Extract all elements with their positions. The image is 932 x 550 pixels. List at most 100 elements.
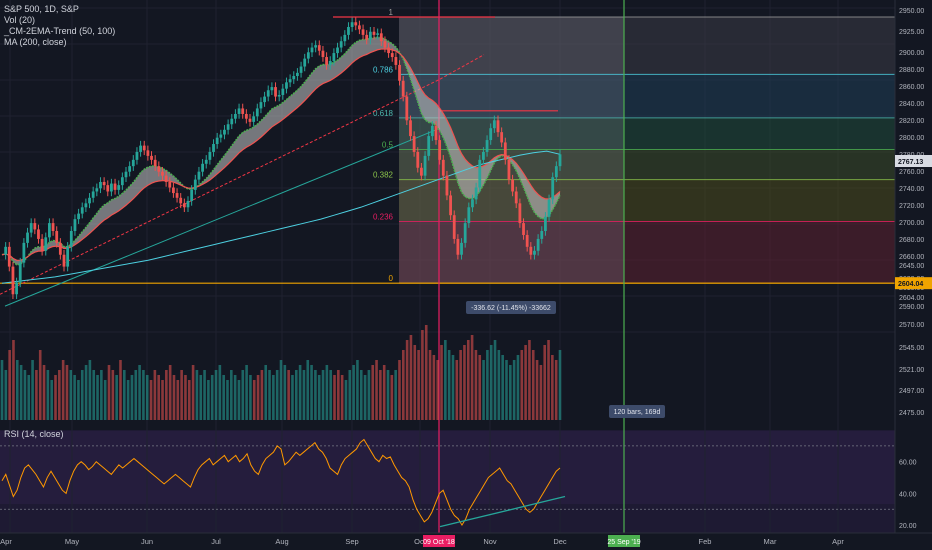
candle-body: [182, 203, 186, 208]
volume-bar: [149, 380, 153, 420]
candle-body: [456, 238, 460, 255]
volume-bar: [432, 355, 436, 420]
price-axis-tick: 2900.00: [899, 50, 924, 57]
price-axis-tick: 2760.00: [899, 169, 924, 176]
volume-bar: [283, 365, 287, 420]
candle-body: [306, 52, 310, 59]
candle-body: [40, 238, 44, 251]
volume-bar: [520, 350, 524, 420]
candle-body: [168, 181, 172, 188]
candle-body: [489, 128, 493, 141]
candle-body: [62, 254, 66, 267]
measure-box: [399, 16, 624, 284]
volume-bar: [447, 350, 451, 420]
symbol-title: S&P 500, 1D, S&P: [4, 4, 79, 14]
volume-bar: [344, 380, 348, 420]
fib-level-label: 0: [389, 274, 394, 283]
candle-body: [474, 187, 478, 200]
candle-body: [547, 199, 551, 217]
candle-body: [299, 66, 303, 73]
indicator-volume[interactable]: Vol (20): [4, 15, 36, 25]
candle-body: [179, 197, 183, 204]
candle-body: [161, 171, 164, 176]
volume-bar: [363, 375, 367, 420]
volume-bar: [558, 350, 562, 420]
candle-body: [350, 22, 354, 27]
volume-bar: [291, 375, 294, 420]
price-axis-tick: 2700.00: [899, 220, 924, 227]
candle-body: [503, 142, 507, 160]
candle-body: [441, 159, 445, 176]
fib-level-label: 0.5: [382, 141, 394, 150]
candle-body: [303, 58, 307, 67]
time-axis-label: Jun: [141, 537, 153, 546]
candle-body: [51, 223, 55, 232]
price-axis-marker-label: 2604.04: [898, 281, 923, 288]
candle-body: [533, 250, 536, 255]
volume-bar: [451, 355, 455, 420]
volume-bar: [375, 360, 378, 420]
volume-bar: [493, 340, 497, 420]
volume-bar: [413, 345, 417, 420]
candle-body: [153, 159, 157, 167]
volume-bar: [509, 365, 512, 420]
price-axis-tick: 2545.00: [899, 345, 924, 352]
measure-label-box: [466, 301, 556, 314]
volume-bar: [294, 370, 298, 420]
volume-bar: [409, 335, 413, 420]
candle-body: [208, 151, 212, 160]
volume-bar: [153, 370, 157, 420]
candle-body: [252, 116, 256, 122]
candle-body: [117, 185, 121, 190]
volume-bar: [203, 370, 206, 420]
candle-body: [186, 200, 190, 208]
volume-bar: [23, 370, 27, 420]
volume-bar: [531, 350, 535, 420]
candle-body: [146, 150, 150, 156]
candle-body: [33, 223, 37, 230]
candle-body: [343, 34, 347, 42]
candle-body: [361, 29, 365, 35]
price-axis-tick: 2880.00: [899, 67, 924, 74]
rsi-axis-tick: 40.00: [899, 491, 917, 498]
candle-body: [529, 246, 533, 255]
volume-bar: [272, 375, 275, 420]
candle-body: [263, 96, 266, 103]
volume-bar: [161, 380, 164, 420]
rsi-legend[interactable]: RSI (14, close): [4, 429, 64, 439]
volume-bar: [528, 340, 531, 420]
candle-body: [164, 175, 168, 182]
candle-body: [91, 191, 95, 198]
candle-body: [310, 47, 314, 53]
volume-bar: [0, 360, 4, 420]
candle-body: [212, 144, 215, 152]
volume-bar: [230, 370, 233, 420]
candle-body: [244, 113, 248, 119]
price-axis-tick: 2950.00: [899, 8, 924, 15]
candle-body: [226, 124, 230, 130]
volume-bar: [390, 375, 394, 420]
indicator-ma200[interactable]: MA (200, close): [4, 37, 67, 47]
candle-body: [259, 102, 263, 109]
trendline-red-extension: [439, 54, 485, 80]
candle-body: [292, 76, 296, 80]
fib-level-label: 0.236: [373, 213, 394, 222]
indicator-ema-trend[interactable]: _CM-2EMA-Trend (50, 100): [4, 26, 116, 36]
volume-bar: [245, 365, 248, 420]
volume-bar: [367, 370, 371, 420]
volume-bar: [199, 375, 203, 420]
time-axis-label: Aug: [275, 537, 288, 546]
volume-bar: [260, 370, 264, 420]
candle-body: [445, 175, 449, 196]
volume-bar: [539, 365, 543, 420]
volume-bar: [15, 360, 19, 420]
volume-bar: [126, 380, 130, 420]
price-axis-tick: 2840.00: [899, 101, 924, 108]
volume-bar: [359, 370, 363, 420]
candle-body: [230, 118, 234, 125]
fib-zone: [399, 16, 895, 75]
fib-level-label: 0.618: [373, 109, 394, 118]
candle-body: [7, 246, 11, 267]
